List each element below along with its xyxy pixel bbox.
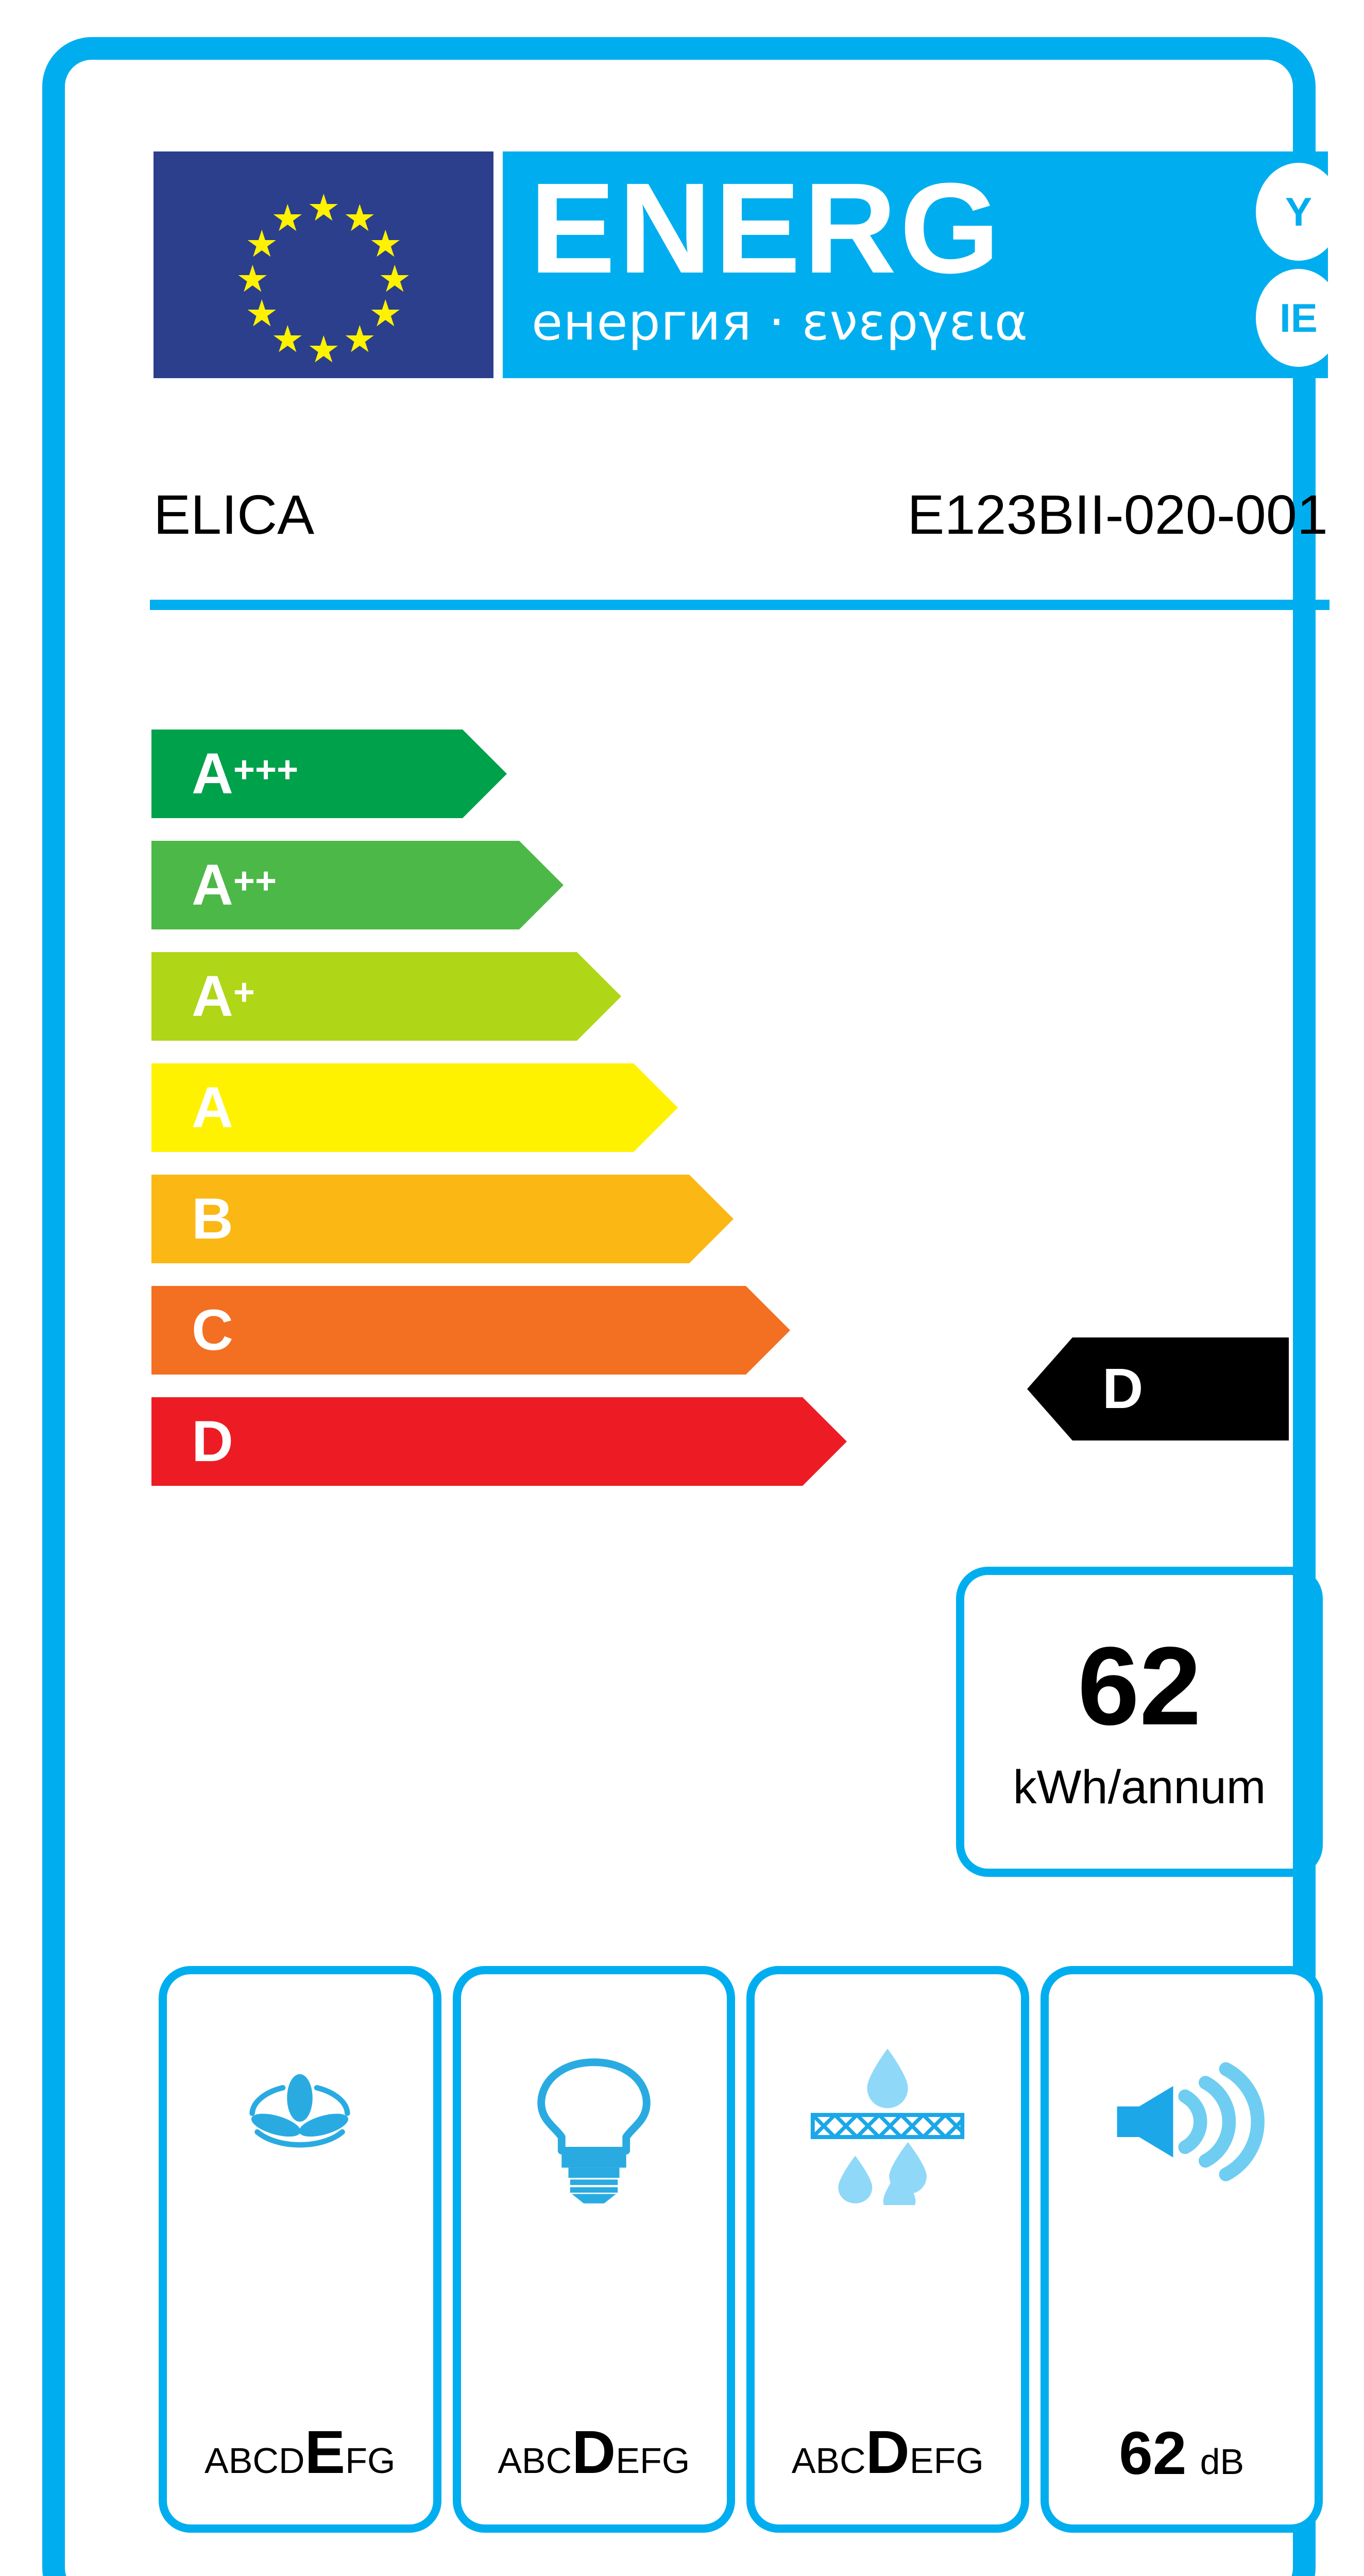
energy-class-arrow: A + bbox=[151, 952, 621, 1041]
eu-star: ★ bbox=[378, 259, 412, 300]
eu-star: ★ bbox=[307, 329, 340, 370]
arrow-tip bbox=[746, 1286, 790, 1375]
noise-number: 62 bbox=[1119, 2419, 1187, 2487]
arrow-tip bbox=[463, 730, 507, 818]
arrow-grade-suffix: +++ bbox=[233, 749, 299, 790]
eu-star: ★ bbox=[271, 319, 304, 360]
arrow-tip bbox=[689, 1175, 734, 1263]
energ-wordmark: ENERG bbox=[530, 156, 1003, 300]
result-arrow-tip bbox=[1027, 1337, 1072, 1440]
arrow-body: A +++ bbox=[151, 730, 463, 818]
badge-ie: IE bbox=[1256, 269, 1341, 367]
energy-class-arrow: C bbox=[151, 1286, 790, 1375]
eu-star: ★ bbox=[343, 319, 377, 360]
lighting-efficiency-class: ABCDEFG bbox=[461, 2417, 727, 2487]
lightbulb-icon bbox=[537, 2058, 651, 2204]
class-prefix: ABCD bbox=[204, 2441, 305, 2481]
energy-class-arrow: A ++ bbox=[151, 841, 564, 929]
metric-box-grease-filtering-efficiency: ABCDEFG bbox=[746, 1966, 1029, 2533]
eu-star: ★ bbox=[369, 224, 402, 265]
badge-y: Y bbox=[1256, 163, 1341, 261]
sound-icon bbox=[1117, 2062, 1265, 2181]
class-grade: D bbox=[865, 2418, 910, 2486]
annual-consumption-unit: kWh/annum bbox=[1013, 1761, 1266, 1814]
arrow-body: A ++ bbox=[151, 841, 519, 929]
energy-class-arrow: B bbox=[151, 1175, 734, 1263]
class-suffix: EFG bbox=[909, 2441, 984, 2481]
arrow-grade-suffix: ++ bbox=[233, 860, 277, 902]
arrow-grade-suffix: + bbox=[233, 972, 255, 1013]
class-grade: D bbox=[572, 2418, 616, 2486]
annual-consumption-value: 62 bbox=[1077, 1623, 1202, 1748]
arrow-body: A + bbox=[151, 952, 577, 1041]
grease-filtering-efficiency-class: ABCDEFG bbox=[755, 2417, 1021, 2487]
arrow-tip bbox=[803, 1397, 847, 1486]
noise-unit: dB bbox=[1200, 2442, 1244, 2482]
energ-banner: ENERG енергия · ενεργεια Y IJA IE IA bbox=[503, 151, 1364, 378]
arrow-grade-letter: B bbox=[192, 1187, 233, 1251]
model-name: E123BII-020-001 bbox=[907, 483, 1328, 546]
badge-ia: IA bbox=[1349, 269, 1364, 367]
arrow-grade-letter: C bbox=[192, 1298, 233, 1362]
arrow-body: D bbox=[151, 1397, 803, 1486]
arrow-tip bbox=[634, 1063, 678, 1152]
energy-class-arrow: A +++ bbox=[151, 730, 507, 818]
arrow-body: A bbox=[151, 1063, 634, 1152]
eu-flag: ★ ★ ★ ★ ★ ★ ★ ★ ★ ★ ★ ★ bbox=[154, 151, 493, 378]
arrow-grade-letter: D bbox=[192, 1409, 233, 1473]
arrow-grade-letter: A bbox=[192, 1075, 233, 1140]
eu-star: ★ bbox=[271, 198, 304, 239]
energy-class-arrow: A bbox=[151, 1063, 678, 1152]
metric-box-fluid-dynamic-efficiency: ABCDEFG bbox=[159, 1966, 441, 2533]
arrow-grade-letter: A bbox=[192, 964, 233, 1028]
result-grade-letter: D bbox=[1102, 1357, 1144, 1420]
fan-icon bbox=[249, 2074, 350, 2148]
class-suffix: EFG bbox=[616, 2441, 690, 2481]
arrow-tip bbox=[577, 952, 621, 1041]
arrow-grade-letter: A bbox=[192, 853, 233, 917]
metric-box-lighting-efficiency: ABCDEFG bbox=[452, 1966, 735, 2533]
result-arrow-body: D bbox=[1072, 1337, 1289, 1440]
metrics-row: ABCDEFG ABCDEFG bbox=[159, 1966, 1323, 2533]
grease-filter-icon bbox=[811, 2048, 965, 2205]
energy-class-scale: A +++ A ++ A + A B C D bbox=[151, 730, 873, 1487]
eu-star: ★ bbox=[369, 293, 402, 334]
eu-star: ★ bbox=[343, 198, 377, 239]
eu-star: ★ bbox=[245, 293, 279, 334]
class-grade: E bbox=[304, 2418, 346, 2486]
class-prefix: ABC bbox=[498, 2441, 572, 2481]
energ-subtitle: енергия · ενεργεια bbox=[532, 293, 1029, 352]
class-prefix: ABC bbox=[791, 2441, 866, 2481]
eu-star: ★ bbox=[236, 259, 269, 300]
label-header: ★ ★ ★ ★ ★ ★ ★ ★ ★ ★ ★ ★ ENERG енергия · … bbox=[154, 151, 1364, 378]
badge-ija: IJA bbox=[1349, 163, 1364, 261]
eu-star: ★ bbox=[245, 224, 279, 265]
energy-class-result: D bbox=[1027, 1337, 1289, 1440]
energy-label-frame: ★ ★ ★ ★ ★ ★ ★ ★ ★ ★ ★ ★ ENERG енергия · … bbox=[42, 37, 1364, 2576]
arrow-tip bbox=[519, 841, 564, 929]
metric-box-noise-level: 62 dB bbox=[1040, 1966, 1323, 2533]
brand-model-row: ELICA E123BII-020-001 bbox=[154, 482, 1328, 549]
brand-name: ELICA bbox=[154, 483, 315, 546]
arrow-body: C bbox=[151, 1286, 746, 1375]
header-divider bbox=[150, 600, 1329, 610]
noise-level-value: 62 dB bbox=[1049, 2418, 1315, 2488]
class-suffix: FG bbox=[345, 2441, 396, 2481]
arrow-body: B bbox=[151, 1175, 689, 1263]
energy-class-arrow: D bbox=[151, 1397, 847, 1486]
eu-star: ★ bbox=[307, 188, 340, 229]
arrow-grade-letter: A bbox=[192, 741, 233, 806]
fluid-dynamic-efficiency-class: ABCDEFG bbox=[167, 2417, 433, 2487]
annual-consumption-box: 62 kWh/annum bbox=[956, 1567, 1323, 1877]
